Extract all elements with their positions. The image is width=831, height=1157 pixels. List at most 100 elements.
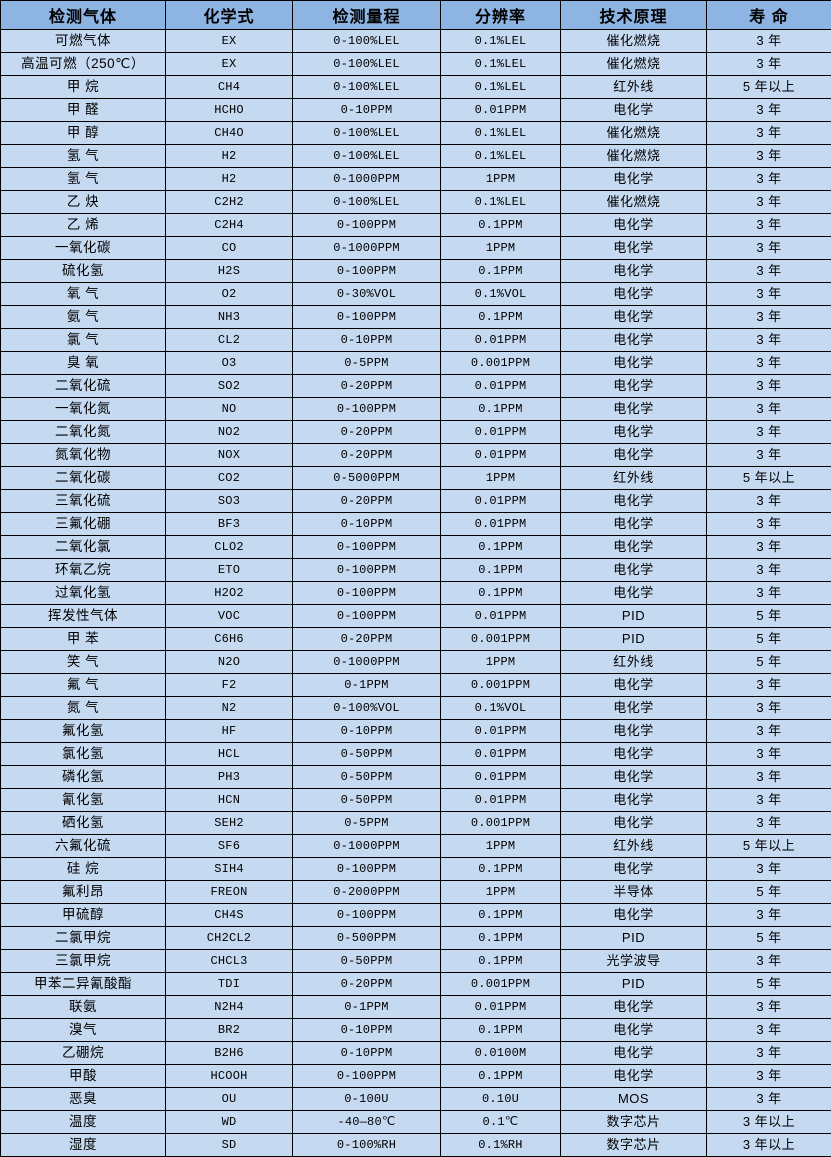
cell-resolution: 0.1℃	[441, 1111, 561, 1134]
cell-detection-range: 0-100%LEL	[293, 122, 441, 145]
cell-gas-name: 乙 炔	[1, 191, 166, 214]
cell-technology-principle: PID	[561, 927, 707, 950]
cell-technology-principle: 电化学	[561, 1042, 707, 1065]
cell-chemical-formula: CH2CL2	[166, 927, 293, 950]
cell-lifespan: 3 年	[707, 145, 831, 168]
cell-detection-range: 0-10PPM	[293, 329, 441, 352]
cell-technology-principle: 电化学	[561, 398, 707, 421]
cell-lifespan: 3 年	[707, 1042, 831, 1065]
cell-chemical-formula: O3	[166, 352, 293, 375]
cell-resolution: 0.1PPM	[441, 214, 561, 237]
cell-lifespan: 3 年	[707, 260, 831, 283]
cell-technology-principle: 数字芯片	[561, 1134, 707, 1157]
cell-chemical-formula: F2	[166, 674, 293, 697]
cell-chemical-formula: HCN	[166, 789, 293, 812]
cell-resolution: 0.1PPM	[441, 858, 561, 881]
cell-technology-principle: PID	[561, 973, 707, 996]
cell-chemical-formula: HCHO	[166, 99, 293, 122]
cell-resolution: 0.0100M	[441, 1042, 561, 1065]
cell-detection-range: 0-100%LEL	[293, 53, 441, 76]
cell-technology-principle: 电化学	[561, 306, 707, 329]
cell-gas-name: 温度	[1, 1111, 166, 1134]
cell-technology-principle: 电化学	[561, 375, 707, 398]
cell-chemical-formula: CH4O	[166, 122, 293, 145]
cell-detection-range: 0-100PPM	[293, 306, 441, 329]
cell-gas-name: 三氯甲烷	[1, 950, 166, 973]
cell-lifespan: 3 年	[707, 697, 831, 720]
cell-detection-range: 0-50PPM	[293, 743, 441, 766]
cell-detection-range: 0-5PPM	[293, 812, 441, 835]
cell-gas-name: 湿度	[1, 1134, 166, 1157]
cell-lifespan: 3 年	[707, 398, 831, 421]
cell-detection-range: 0-10PPM	[293, 1019, 441, 1042]
cell-lifespan: 3 年	[707, 99, 831, 122]
cell-gas-name: 硅 烷	[1, 858, 166, 881]
cell-technology-principle: PID	[561, 628, 707, 651]
cell-chemical-formula: O2	[166, 283, 293, 306]
cell-lifespan: 5 年	[707, 927, 831, 950]
cell-detection-range: 0-1PPM	[293, 674, 441, 697]
column-header-range: 检测量程	[293, 1, 441, 30]
cell-resolution: 1PPM	[441, 651, 561, 674]
cell-detection-range: 0-1000PPM	[293, 168, 441, 191]
cell-technology-principle: 电化学	[561, 536, 707, 559]
cell-chemical-formula: SO3	[166, 490, 293, 513]
cell-technology-principle: 半导体	[561, 881, 707, 904]
cell-detection-range: 0-1000PPM	[293, 651, 441, 674]
cell-resolution: 0.1%LEL	[441, 145, 561, 168]
cell-detection-range: 0-1PPM	[293, 996, 441, 1019]
cell-technology-principle: 电化学	[561, 421, 707, 444]
cell-gas-name: 氧 气	[1, 283, 166, 306]
cell-gas-name: 甲 醛	[1, 99, 166, 122]
cell-chemical-formula: N2O	[166, 651, 293, 674]
cell-technology-principle: 电化学	[561, 812, 707, 835]
cell-lifespan: 3 年	[707, 996, 831, 1019]
cell-gas-name: 三氟化硼	[1, 513, 166, 536]
cell-chemical-formula: N2H4	[166, 996, 293, 1019]
cell-lifespan: 3 年	[707, 812, 831, 835]
cell-technology-principle: 催化燃烧	[561, 145, 707, 168]
cell-lifespan: 3 年	[707, 444, 831, 467]
cell-technology-principle: 电化学	[561, 743, 707, 766]
cell-resolution: 0.1PPM	[441, 904, 561, 927]
cell-technology-principle: 光学波导	[561, 950, 707, 973]
cell-detection-range: 0-100U	[293, 1088, 441, 1111]
cell-lifespan: 3 年	[707, 352, 831, 375]
cell-detection-range: 0-10PPM	[293, 720, 441, 743]
cell-resolution: 0.01PPM	[441, 490, 561, 513]
cell-gas-name: 二氧化碳	[1, 467, 166, 490]
cell-detection-range: 0-100%LEL	[293, 191, 441, 214]
cell-technology-principle: 电化学	[561, 237, 707, 260]
cell-lifespan: 3 年	[707, 766, 831, 789]
cell-gas-name: 氯化氢	[1, 743, 166, 766]
cell-lifespan: 3 年	[707, 490, 831, 513]
cell-resolution: 0.01PPM	[441, 605, 561, 628]
cell-lifespan: 5 年	[707, 881, 831, 904]
cell-detection-range: 0-100PPM	[293, 904, 441, 927]
cell-technology-principle: 电化学	[561, 858, 707, 881]
cell-gas-name: 氢 气	[1, 168, 166, 191]
cell-detection-range: 0-5PPM	[293, 352, 441, 375]
cell-resolution: 0.1%LEL	[441, 122, 561, 145]
cell-detection-range: 0-100%RH	[293, 1134, 441, 1157]
cell-resolution: 0.1PPM	[441, 306, 561, 329]
cell-technology-principle: 电化学	[561, 996, 707, 1019]
cell-chemical-formula: SF6	[166, 835, 293, 858]
cell-lifespan: 5 年	[707, 973, 831, 996]
cell-detection-range: 0-20PPM	[293, 421, 441, 444]
